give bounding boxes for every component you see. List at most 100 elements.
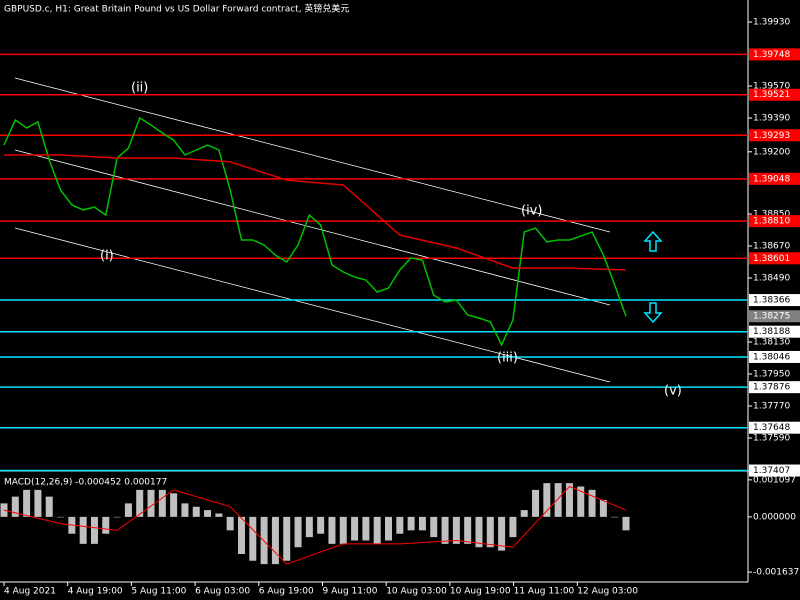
macd-bar [34,489,42,517]
level-label-box [749,325,800,338]
macd-bar [192,506,200,517]
macd-bar [577,486,585,517]
macd-bar [565,483,573,517]
y-tick-label: 0.001097 [753,475,796,485]
macd-bar [622,516,630,531]
macd-bar [430,516,438,538]
y-tick-label: 1.38850 [753,210,790,220]
x-tick-label: 4 Aug 19:00 [68,587,123,597]
macd-bar [317,516,325,534]
y-tick-label: 1.37590 [753,434,790,444]
level-label: 1.38810 [753,217,790,227]
macd-bar [45,496,53,517]
macd-bar [385,516,393,541]
level-label: 1.39748 [753,50,790,60]
macd-bar [90,516,98,544]
level-label-box [749,421,800,434]
level-label: 1.37876 [753,383,790,393]
macd-bar [339,516,347,544]
y-tick-label: 1.39200 [753,147,790,157]
macd-bar [124,503,132,517]
macd-bar [136,489,144,517]
macd-bar [79,516,87,544]
macd-bar [464,516,472,544]
level-label: 1.38046 [753,352,790,362]
macd-bar [113,516,121,518]
macd-bar [249,516,257,561]
x-tick-label: 12 Aug 03:00 [577,587,638,597]
arrow-up [643,230,663,252]
x-tick-label: 9 Aug 11:00 [323,587,378,597]
wave-label: (v) [664,384,682,399]
macd-bar [57,516,65,518]
macd-bar [170,493,178,517]
wave-label: (ii) [131,81,148,96]
macd-title: MACD(12,26,9) -0.000452 0.000177 [4,478,167,488]
y-tick-label: 1.39930 [753,18,790,28]
x-tick-label: 6 Aug 19:00 [259,587,314,597]
channel-line [14,77,611,233]
x-tick-label: 11 Aug 11:00 [514,587,575,597]
level-label-box [749,294,800,307]
macd-bar [147,489,155,517]
macd-bar [486,516,494,548]
y-tick-label: 1.38490 [753,274,790,284]
level-label-box [749,215,800,228]
level-label-box [749,129,800,142]
macd-bar [396,516,404,534]
series-line [3,116,627,347]
macd-bar [215,513,223,517]
macd-bar [283,516,291,561]
level-label: 1.38366 [753,296,790,306]
macd-bar [599,499,607,517]
y-tick-label: -0.001637 [753,568,799,578]
level-label-box [749,381,800,394]
wave-label: (i) [100,249,114,264]
current-price-label: 1.38275 [753,312,790,322]
level-label-box [749,350,800,363]
chart-title: GBPUSD.c, H1: Great Britain Pound vs US … [4,3,349,15]
macd-bar [441,516,449,544]
x-tick-label: 5 Aug 11:00 [131,587,186,597]
macd-bar [407,516,415,531]
macd-bar [226,516,234,531]
macd-bar [498,516,506,551]
macd-bar [204,510,212,517]
macd-bar [158,489,166,517]
macd-bar [181,503,189,517]
y-tick-label: 0.000000 [753,512,796,522]
macd-bar [554,483,562,517]
macd-bar [543,483,551,517]
current-price-box [749,310,800,323]
level-label: 1.39521 [753,90,790,100]
level-label-box [749,88,800,101]
level-label-box [749,464,800,477]
macd-bar [305,516,313,538]
y-tick-label: 1.39390 [753,114,790,124]
macd-bar [23,489,31,517]
macd-bar [373,516,381,544]
macd-bar [520,510,528,517]
x-tick-label: 6 Aug 03:00 [195,587,250,597]
macd-bar [452,516,460,544]
wave-label: (iii) [497,351,518,366]
macd-bar [509,516,517,538]
arrow-down [643,302,663,324]
macd-bar [237,516,245,554]
wave-label: (iv) [521,204,542,219]
y-tick-label: 1.37950 [753,370,790,380]
x-tick-label: 10 Aug 03:00 [386,587,447,597]
macd-bar [351,516,359,541]
level-label-box [749,172,800,185]
y-tick-label: 1.39570 [753,82,790,92]
macd-bar [11,496,19,517]
macd-bar [294,516,302,548]
x-tick-label: 4 Aug 2021 [4,587,56,597]
level-label: 1.38601 [753,254,790,264]
macd-bar [328,516,336,544]
series-line [3,485,627,565]
macd-bar [588,489,596,517]
level-label: 1.38188 [753,327,790,337]
y-tick-label: 1.38130 [753,338,790,348]
